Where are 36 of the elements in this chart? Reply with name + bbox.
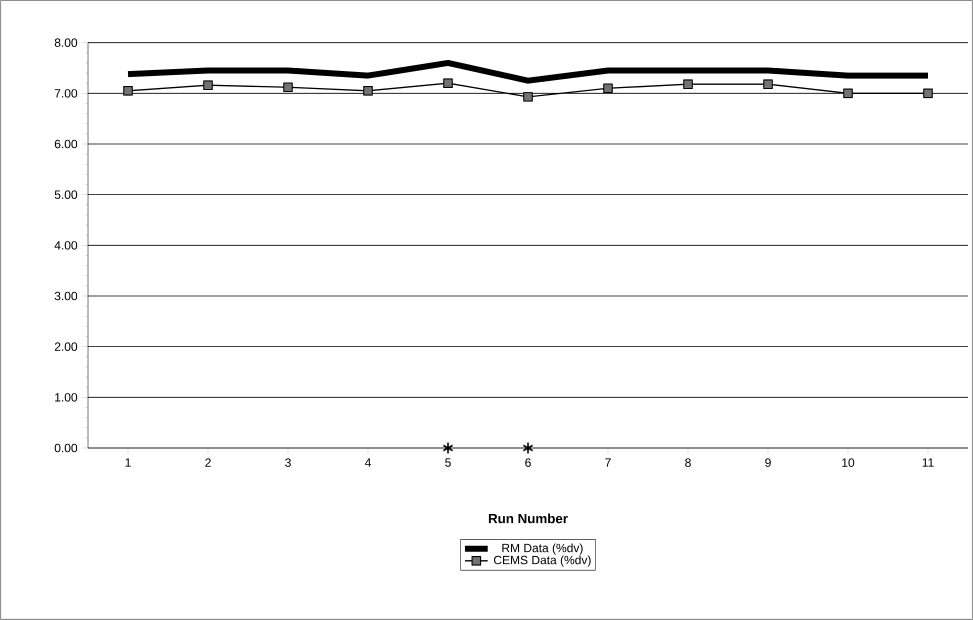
y-tick-label: 3.00 (54, 292, 78, 300)
point (442, 442, 454, 454)
point (443, 78, 453, 88)
x-tick-label: 1 (126, 458, 131, 467)
x-tick-label: 11 (922, 458, 934, 467)
y-tick-label: 4.00 (54, 241, 78, 250)
legend-label: CEMS Data (%dv) (494, 555, 591, 567)
point (603, 83, 613, 94)
y-tick-label: 7.00 (54, 89, 78, 98)
y-tick-label: 6.00 (54, 140, 78, 148)
x-tick-label: 6 (525, 458, 531, 467)
x-tick-label: 10 (842, 458, 854, 467)
point (843, 88, 853, 98)
x-tick-label: 3 (285, 458, 291, 467)
y-tick-label: 5.00 (54, 190, 78, 199)
x-tick-label: 4 (364, 458, 371, 467)
point (203, 80, 213, 90)
point (522, 442, 534, 454)
point (763, 79, 773, 90)
point (923, 88, 933, 98)
point (683, 79, 693, 90)
x-tick-label: 9 (765, 458, 771, 467)
legend-label: RM Data (%dv) (502, 543, 583, 555)
y-tick-label: 0.00 (54, 444, 78, 452)
point (283, 82, 293, 92)
x-tick-label: 5 (445, 458, 451, 467)
x-tick-label: 8 (685, 458, 691, 467)
x-axis-title: Run Number (488, 513, 568, 524)
point (123, 86, 133, 96)
x-tick-label: 7 (605, 458, 611, 467)
y-tick-label: 1.00 (55, 393, 78, 402)
point (363, 86, 373, 96)
point (523, 92, 533, 102)
y-tick-label: 8.00 (54, 38, 78, 47)
x-tick-label: 2 (205, 458, 211, 467)
y-tick-label: 2.00 (54, 342, 78, 351)
